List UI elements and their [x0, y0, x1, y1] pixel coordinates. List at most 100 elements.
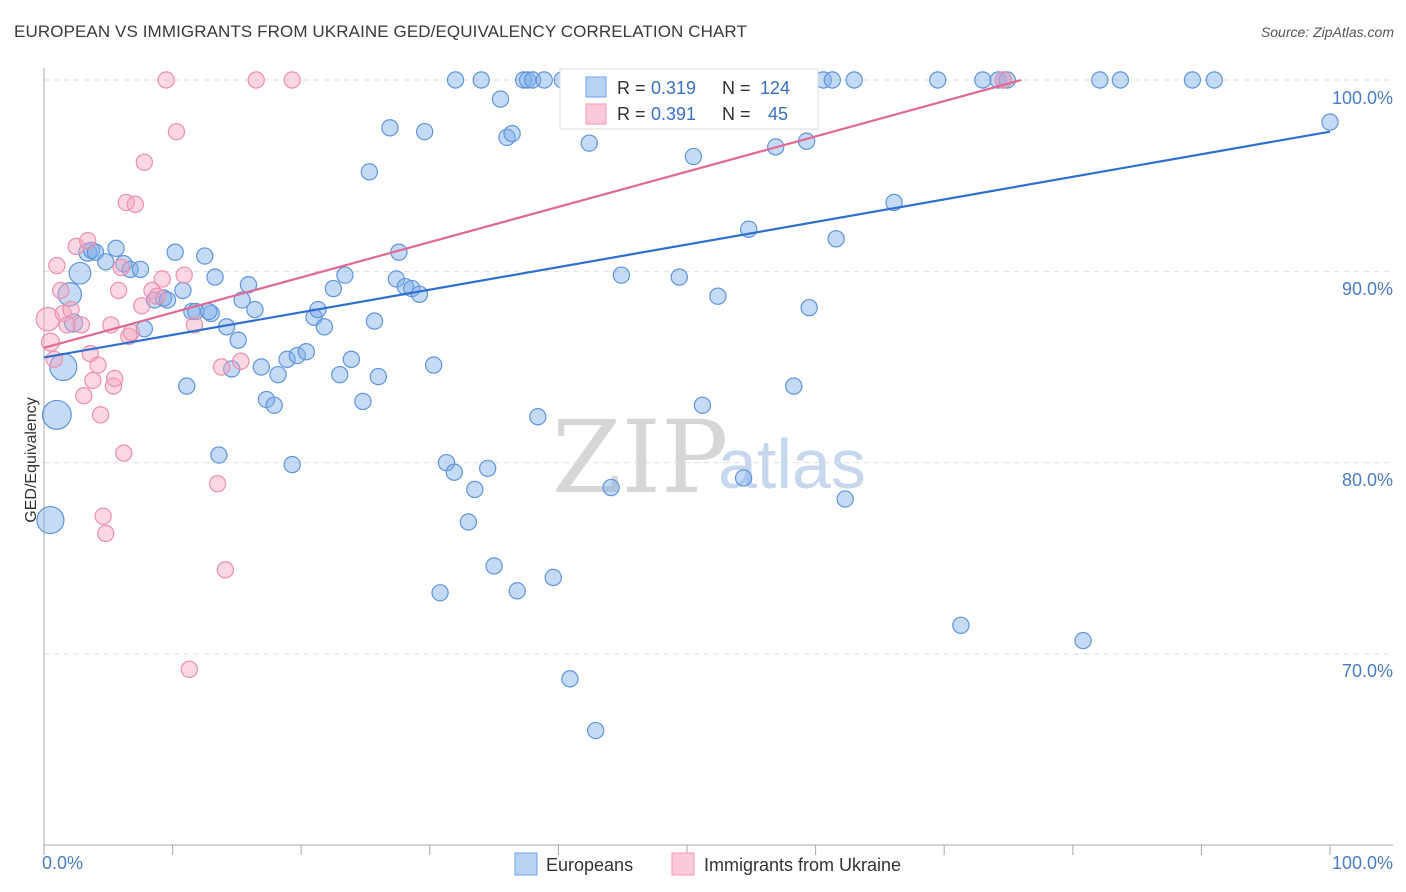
europeans-point-59: [415, 122, 434, 141]
stats-n-label-ukraine: N =: [722, 104, 751, 124]
ukraine-point-27: [126, 195, 145, 214]
legend-label-ukraine: Immigrants from Ukraine: [704, 855, 901, 875]
europeans-point-106: [800, 298, 818, 317]
ukraine-point-15: [91, 406, 110, 424]
europeans-point-23: [196, 247, 214, 265]
europeans-point-39: [283, 455, 301, 474]
europeans-point-24: [202, 304, 220, 323]
europeans-point-66: [466, 480, 484, 499]
y-axis-title: GED/Equivalency: [23, 397, 40, 522]
europeans-point-36: [265, 396, 283, 414]
ukraine-point-17: [97, 524, 115, 543]
ukraine-point-7: [62, 300, 80, 319]
europeans-point-20: [178, 377, 196, 395]
europeans-point-70: [491, 90, 510, 108]
ukraine-point-32: [153, 270, 172, 288]
watermark-atlas: atlas: [718, 425, 866, 503]
europeans-point-40: [288, 346, 307, 365]
ukraine-point-33: [157, 71, 175, 89]
europeans-point-18: [166, 243, 184, 261]
legend-swatch-ukraine: [671, 852, 695, 876]
stats-r-europeans: 0.319: [651, 78, 696, 98]
ukraine-point-39: [216, 561, 235, 579]
ukraine-point-21: [109, 281, 128, 300]
ukraine-point-14: [89, 356, 107, 374]
chart-title: EUROPEAN VS IMMIGRANTS FROM UKRAINE GED/…: [14, 22, 747, 41]
europeans-point-3: [57, 281, 83, 307]
europeans-point-53: [381, 119, 399, 137]
europeans-point-45: [324, 279, 343, 298]
europeans-point-88: [612, 266, 631, 284]
watermark-zip: ZIP: [552, 399, 728, 516]
ukraine-point-35: [175, 266, 193, 284]
ukraine-point-43: [283, 71, 301, 89]
europeans-point-115: [974, 71, 992, 89]
europeans-point-5: [68, 261, 92, 285]
europeans-point-25: [199, 302, 218, 321]
ukraine-point-36: [180, 660, 199, 679]
europeans-point-44: [315, 318, 334, 336]
europeans-point-1: [41, 399, 72, 430]
ukraine-point-3: [48, 256, 66, 275]
ukraine-point-37: [185, 316, 204, 334]
europeans-point-10: [107, 239, 125, 258]
stats-r-label-ukraine: R =: [617, 104, 646, 124]
europeans-point-49: [354, 392, 372, 411]
ukraine-point-23: [115, 444, 133, 462]
europeans-point-38: [278, 350, 296, 369]
axes: [43, 68, 1393, 855]
stats-n-label-europeans: N =: [722, 78, 751, 98]
europeans-point-67: [472, 71, 490, 89]
europeans-point-119: [1074, 631, 1092, 650]
europeans-point-41: [297, 342, 316, 361]
europeans-point-30: [229, 331, 247, 349]
europeans-point-96: [709, 287, 727, 305]
stats-box: R = 0.319 N = 124 R = 0.391 N = 45: [559, 68, 819, 130]
europeans-point-99: [734, 469, 753, 487]
ukraine-point-31: [148, 287, 166, 305]
europeans-point-121: [1111, 71, 1130, 89]
ukraine-point-9: [72, 316, 90, 334]
europeans-point-114: [952, 616, 970, 635]
europeans-point-87: [602, 478, 620, 497]
europeans-point-69: [485, 557, 503, 575]
europeans-point-72: [503, 124, 521, 143]
stats-n-ukraine: 45: [768, 104, 788, 124]
stats-r-ukraine: 0.391: [651, 104, 696, 124]
europeans-point-37: [269, 365, 287, 384]
europeans-point-113: [929, 71, 947, 89]
ukraine-point-10: [75, 387, 93, 405]
europeans-point-52: [369, 367, 388, 386]
europeans-point-46: [331, 365, 349, 384]
europeans-point-27: [210, 446, 228, 464]
europeans-point-73: [508, 582, 526, 600]
ukraine-point-4: [52, 281, 70, 300]
europeans-point-63: [445, 463, 463, 481]
legend: Europeans Immigrants from Ukraine: [514, 852, 901, 876]
europeans-point-78: [535, 71, 553, 89]
europeans-point-110: [836, 490, 854, 508]
europeans-point-111: [845, 71, 863, 89]
ukraine-point-1: [40, 332, 61, 352]
ukraine-point-16: [94, 507, 112, 525]
trend-lines: [43, 78, 1331, 359]
europeans-point-81: [561, 670, 579, 688]
source-label: Source: ZipAtlas.com: [1260, 24, 1394, 40]
europeans-point-122: [1183, 71, 1202, 89]
europeans-point-124: [1321, 113, 1339, 131]
europeans-point-116: [989, 71, 1007, 89]
x-tick-label-min: 0.0%: [42, 853, 83, 873]
europeans-point-74: [514, 71, 533, 89]
y-tick-label-80: 80.0%: [1342, 470, 1393, 490]
europeans-point-64: [446, 71, 465, 89]
europeans-point-84: [580, 134, 598, 152]
ukraine-point-22: [112, 258, 130, 277]
europeans-point-94: [684, 147, 703, 166]
europeans-point-61: [431, 584, 449, 602]
ukraine-point-40: [212, 358, 231, 376]
stats-swatch-ukraine: [585, 103, 607, 125]
ukraine-point-0: [35, 306, 61, 332]
europeans-point-33: [246, 300, 264, 319]
europeans-point-109: [823, 71, 842, 89]
